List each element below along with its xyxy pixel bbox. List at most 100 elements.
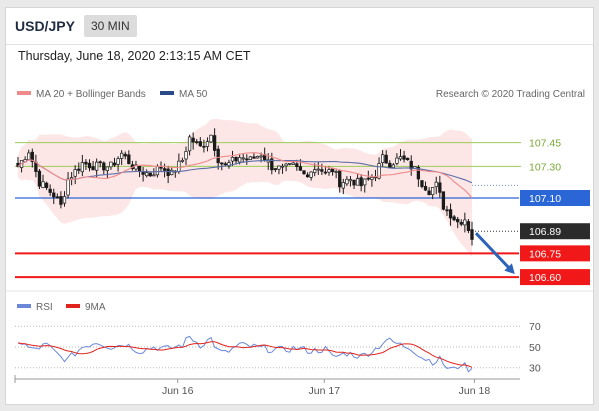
candle-body bbox=[445, 209, 449, 212]
candle-body bbox=[59, 196, 63, 205]
ma20-legend-swatch bbox=[17, 91, 31, 95]
candle-body bbox=[87, 162, 92, 169]
candle-body bbox=[334, 171, 338, 173]
candle-body bbox=[237, 157, 242, 163]
candle-body bbox=[209, 134, 213, 143]
candle-body bbox=[120, 152, 124, 159]
candle-body bbox=[48, 188, 52, 193]
timeframe-button[interactable]: 30 MIN bbox=[84, 15, 137, 37]
level-106-60-badge bbox=[520, 269, 590, 286]
candle-body bbox=[456, 218, 460, 223]
candle-body bbox=[195, 141, 199, 143]
candle-body bbox=[127, 154, 131, 165]
candle-body bbox=[427, 190, 431, 195]
candle-body bbox=[295, 163, 299, 168]
candle-body bbox=[305, 174, 310, 178]
level-107-45-label: 107.45 bbox=[529, 138, 561, 150]
candle-body bbox=[152, 174, 156, 177]
research-credit: Research © 2020 Trading Central bbox=[436, 89, 585, 100]
candle-body bbox=[463, 219, 467, 226]
symbol-label: USD/JPY bbox=[15, 18, 75, 34]
candle-body bbox=[398, 156, 403, 160]
candle-body bbox=[252, 156, 256, 159]
candle-body bbox=[470, 229, 474, 240]
candle-body bbox=[66, 178, 70, 196]
candle-body bbox=[112, 162, 117, 166]
candle-body bbox=[187, 136, 192, 152]
candle-body bbox=[423, 186, 428, 191]
candle-body bbox=[391, 164, 396, 169]
candle-body bbox=[259, 155, 263, 158]
level-107-10-label: 107.10 bbox=[529, 193, 561, 205]
candle-body bbox=[359, 177, 363, 187]
candle-body bbox=[406, 157, 410, 161]
candle-body bbox=[184, 151, 188, 160]
bollinger-band-area bbox=[18, 118, 472, 257]
candle-body bbox=[52, 192, 56, 198]
candle-body bbox=[73, 169, 77, 177]
candle-body bbox=[434, 181, 438, 188]
candle-body bbox=[466, 221, 471, 231]
candle-body bbox=[327, 169, 331, 173]
candle-body bbox=[377, 163, 381, 179]
ma50-legend-swatch bbox=[160, 91, 174, 95]
candle-body bbox=[220, 162, 224, 165]
candle-body bbox=[223, 163, 227, 166]
rsi-ma-line bbox=[17, 341, 473, 368]
ma20-line bbox=[17, 152, 473, 199]
ma50-legend-label: MA 50 bbox=[179, 89, 208, 100]
candle-body bbox=[62, 196, 67, 204]
candle-body bbox=[77, 168, 81, 171]
candle-body bbox=[431, 187, 435, 196]
candle-body bbox=[380, 154, 385, 163]
candle-body bbox=[341, 182, 345, 189]
time-axis-label: Jun 18 bbox=[459, 385, 491, 397]
ma20-legend-label: MA 20 + Bollinger Bands bbox=[36, 89, 146, 100]
candle-body bbox=[255, 156, 260, 159]
forecast-arrow-head bbox=[504, 263, 515, 274]
candle-body bbox=[366, 177, 370, 180]
candle-body bbox=[198, 141, 202, 147]
rsi-level-70-label: 70 bbox=[529, 321, 541, 333]
candle-body bbox=[180, 159, 185, 162]
candle-body bbox=[55, 196, 59, 199]
candle-body bbox=[162, 168, 167, 171]
candle-body bbox=[298, 166, 303, 171]
candle-body bbox=[109, 161, 113, 168]
candle-body bbox=[280, 165, 285, 168]
candle-body bbox=[277, 165, 281, 170]
rsi-level-50-label: 50 bbox=[529, 342, 541, 354]
time-axis-label: Jun 16 bbox=[162, 385, 194, 397]
candle-body bbox=[409, 160, 413, 170]
candle-body bbox=[30, 151, 34, 162]
candle-body bbox=[205, 141, 210, 147]
rsi-legend-swatch bbox=[17, 304, 31, 308]
candle-body bbox=[363, 178, 367, 186]
candle-body bbox=[270, 158, 274, 171]
candle-body bbox=[216, 148, 220, 164]
candle-body bbox=[348, 179, 353, 182]
candle-body bbox=[227, 162, 231, 167]
candle-body bbox=[166, 168, 170, 176]
chart-timestamp: Thursday, June 18, 2020 2:13:15 AM CET bbox=[18, 49, 251, 63]
candle-body bbox=[316, 168, 320, 171]
candle-body bbox=[245, 158, 249, 161]
candle-body bbox=[84, 161, 88, 165]
candle-body bbox=[416, 167, 421, 180]
price-level-labels: 107.45 107.30 107.10 106.89 106.75 106.60 bbox=[520, 138, 590, 286]
level-106-60-label: 106.60 bbox=[529, 272, 561, 284]
candle-body bbox=[191, 137, 195, 143]
candle-body bbox=[105, 166, 110, 171]
candle-body bbox=[284, 163, 288, 167]
level-107-10-badge bbox=[520, 190, 590, 206]
candle-body bbox=[123, 153, 127, 157]
candle-body bbox=[94, 161, 99, 171]
rsi-ma-legend-label: 9MA bbox=[85, 302, 106, 313]
chart-header: USD/JPY 30 MIN bbox=[6, 8, 593, 45]
candle-body bbox=[80, 162, 84, 173]
candle-body bbox=[145, 172, 149, 177]
candle-body bbox=[241, 157, 245, 160]
candle-body bbox=[323, 171, 328, 174]
candle-body bbox=[459, 221, 463, 225]
candle-body bbox=[212, 135, 217, 151]
